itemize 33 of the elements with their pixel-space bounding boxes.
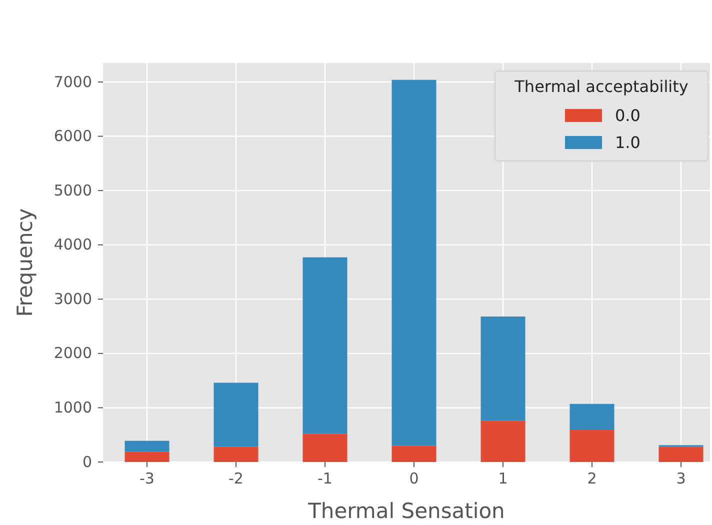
x-tick-label: 0 — [409, 470, 419, 488]
y-tick-label: 1000 — [54, 398, 92, 417]
y-tick-label: 5000 — [54, 181, 92, 200]
y-tick-label: 7000 — [54, 72, 92, 91]
x-axis-title: Thermal Sensation — [307, 499, 505, 523]
bar — [392, 446, 436, 462]
legend-label: 0.0 — [615, 106, 640, 125]
bar — [214, 446, 258, 462]
bar — [570, 430, 614, 462]
x-tick-label: 3 — [676, 470, 686, 488]
x-tick-label: -1 — [318, 470, 332, 488]
bar — [658, 446, 704, 462]
legend-label: 1.0 — [615, 133, 640, 152]
bar — [570, 404, 614, 430]
y-axis-title: Frequency — [13, 208, 37, 317]
legend-title: Thermal acceptability — [514, 77, 688, 96]
bar — [480, 316, 526, 421]
bar — [480, 420, 526, 462]
y-tick-label: 4000 — [54, 236, 92, 254]
x-tick-label: 2 — [587, 470, 597, 488]
bar — [392, 80, 436, 446]
x-tick-label: -3 — [140, 470, 154, 488]
bar — [124, 452, 170, 462]
bar — [214, 382, 258, 447]
bar — [302, 434, 348, 462]
x-tick-label: -2 — [228, 470, 244, 488]
y-tick-label: 6000 — [54, 127, 92, 146]
bar — [302, 257, 348, 434]
x-tick-label: 1 — [498, 470, 508, 488]
bar — [124, 440, 170, 452]
y-tick-label: 3000 — [54, 290, 92, 308]
y-tick-label: 2000 — [54, 344, 92, 362]
y-tick-label: 0 — [82, 452, 92, 471]
